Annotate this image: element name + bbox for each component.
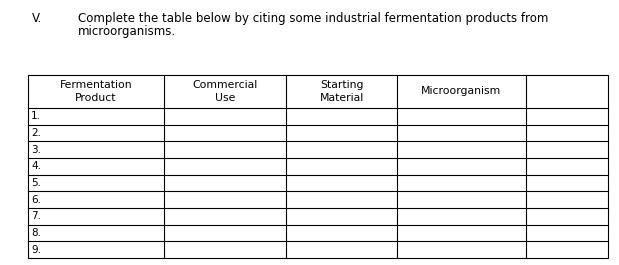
Text: Fermentation
Product: Fermentation Product [59,80,132,103]
Text: Complete the table below by citing some industrial fermentation products from: Complete the table below by citing some … [78,12,548,25]
Text: 7.: 7. [31,211,41,221]
Text: 3.: 3. [31,145,41,155]
Bar [28,75,608,258]
Text: 6.: 6. [31,195,41,205]
Text: microorganisms.: microorganisms. [78,25,176,38]
Text: Microorganism: Microorganism [422,86,501,96]
Text: V.: V. [32,12,42,25]
Text: 5.: 5. [31,178,41,188]
Text: 2.: 2. [31,128,41,138]
Text: 4.: 4. [31,161,41,171]
Text: 8.: 8. [31,228,41,238]
Text: Starting
Material: Starting Material [319,80,364,103]
Text: 1.: 1. [31,111,41,121]
Text: 9.: 9. [31,245,41,255]
Text: Commercial
Use: Commercial Use [193,80,258,103]
